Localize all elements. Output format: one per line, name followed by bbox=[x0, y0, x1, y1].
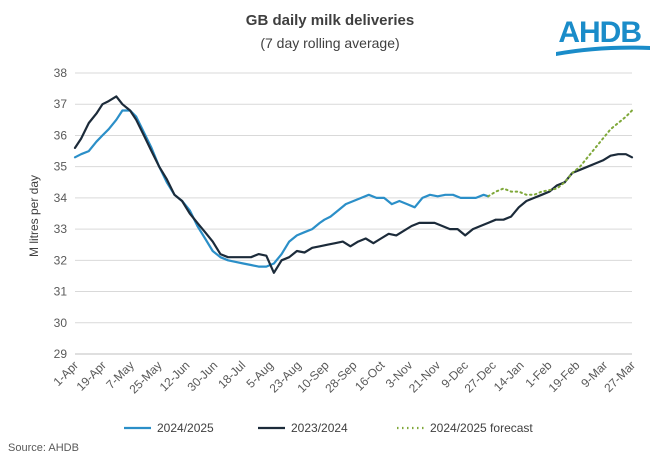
series-lines bbox=[73, 95, 634, 274]
source-note: Source: AHDB bbox=[8, 442, 79, 452]
x-tick-label: 19-Feb bbox=[546, 358, 583, 395]
series-line-2 bbox=[487, 109, 633, 198]
series-line-0 bbox=[73, 109, 490, 268]
x-tick-label: 18-Jul bbox=[215, 358, 248, 391]
legend-label-2: 2024/2025 forecast bbox=[430, 421, 533, 435]
y-tick-label: 38 bbox=[54, 66, 68, 80]
y-axis-ticks: 29 30 31 32 33 34 35 36 37 38 bbox=[54, 66, 68, 361]
y-tick-label: 37 bbox=[54, 97, 68, 111]
y-tick-label: 30 bbox=[54, 316, 68, 330]
y-tick-label: 34 bbox=[54, 191, 68, 205]
y-tick-label: 35 bbox=[54, 160, 68, 174]
x-tick-label: 19-Apr bbox=[74, 358, 109, 393]
ahdb-logo: AHDB bbox=[556, 16, 650, 56]
series-line-1 bbox=[73, 95, 634, 274]
y-tick-label: 29 bbox=[54, 347, 68, 361]
x-tick-label: 16-Oct bbox=[352, 358, 388, 394]
chart-title: GB daily milk deliveries bbox=[246, 12, 414, 29]
y-tick-label: 31 bbox=[54, 285, 68, 299]
y-tick-label: 32 bbox=[54, 253, 68, 267]
legend: 2024/2025 2023/2024 2024/2025 forecast bbox=[124, 421, 533, 435]
svg-text:AHDB: AHDB bbox=[558, 16, 641, 49]
legend-label-0: 2024/2025 bbox=[157, 421, 214, 435]
x-tick-label: 27-Dec bbox=[462, 358, 499, 395]
x-tick-label: 28-Sep bbox=[322, 358, 359, 395]
x-tick-label: 14-Jan bbox=[491, 358, 527, 394]
x-tick-label: 12-Jun bbox=[157, 358, 193, 394]
y-axis-label: M litres per day bbox=[27, 175, 41, 257]
y-tick-label: 33 bbox=[54, 222, 68, 236]
x-axis-ticks: 1-Apr19-Apr7-May25-May12-Jun30-Jun18-Jul… bbox=[50, 358, 638, 397]
x-tick-label: 27-Mar bbox=[601, 358, 638, 395]
chart-subtitle: (7 day rolling average) bbox=[260, 35, 399, 51]
gridlines bbox=[75, 72, 632, 355]
legend-label-1: 2023/2024 bbox=[291, 421, 348, 435]
x-tick-label: 21-Nov bbox=[406, 358, 443, 395]
x-tick-label: 30-Jun bbox=[185, 358, 221, 394]
y-tick-label: 36 bbox=[54, 128, 68, 142]
